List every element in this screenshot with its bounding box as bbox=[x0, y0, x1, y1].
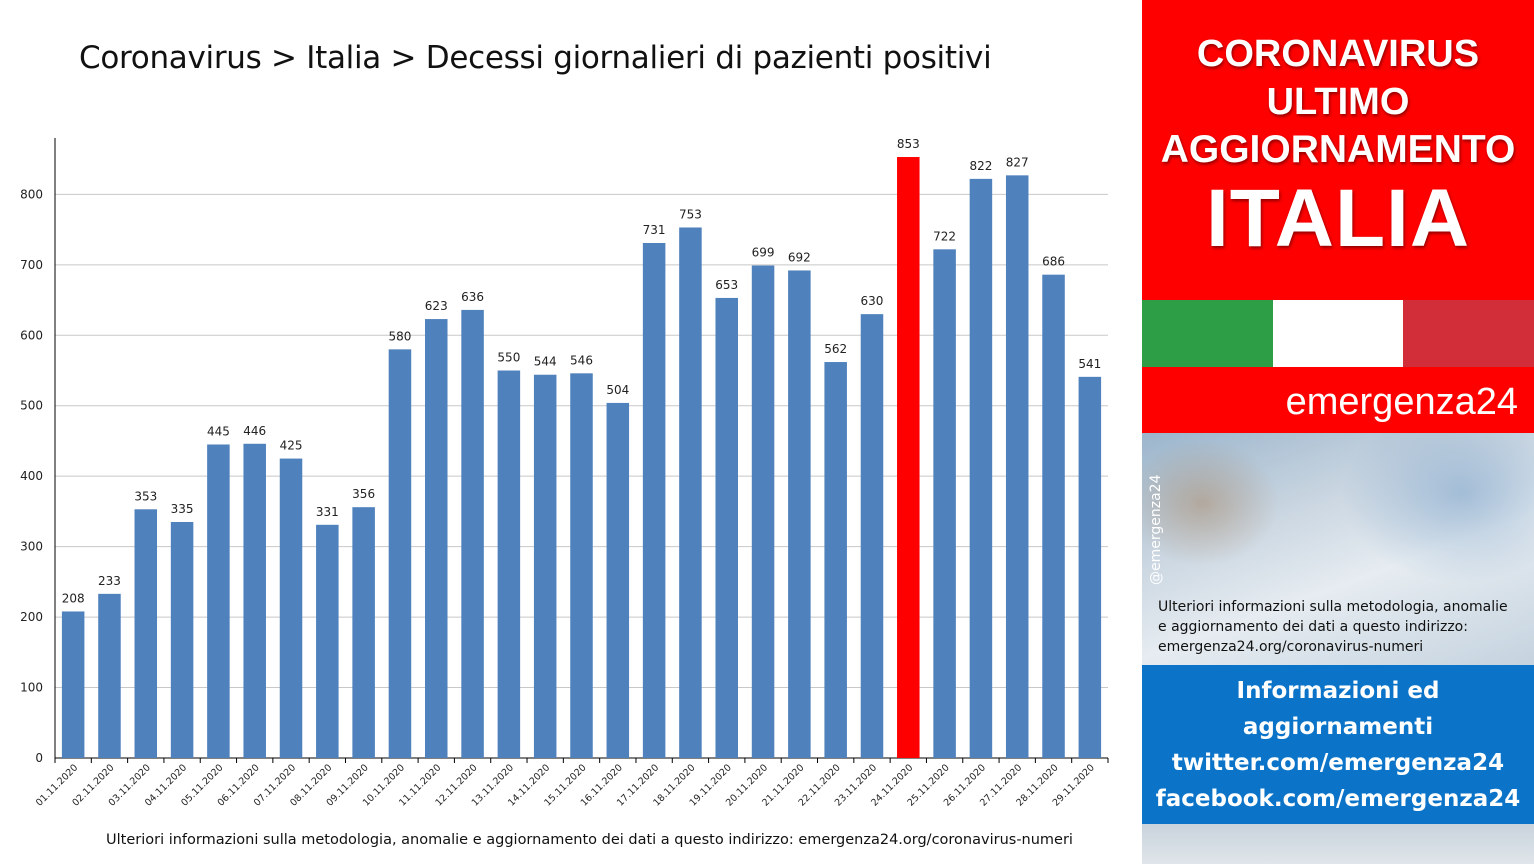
brand-logo: emergenza24 bbox=[1142, 367, 1534, 433]
data-label: 541 bbox=[1078, 357, 1101, 371]
social-line: Informazioni ed bbox=[1236, 678, 1440, 704]
data-label: 692 bbox=[788, 250, 811, 264]
headline-line-3: AGGIORNAMENTO bbox=[1160, 128, 1516, 171]
data-label: 686 bbox=[1042, 255, 1065, 269]
bar bbox=[134, 509, 158, 758]
panel-footer-strip bbox=[1142, 824, 1534, 864]
bar bbox=[897, 157, 920, 759]
data-label: 722 bbox=[933, 229, 956, 243]
flag-red-stripe bbox=[1403, 300, 1534, 367]
page-title: Coronavirus > Italia > Decessi giornalie… bbox=[79, 40, 992, 76]
data-label: 544 bbox=[534, 355, 557, 369]
data-label: 827 bbox=[1006, 155, 1029, 169]
bar bbox=[788, 270, 811, 758]
facebook-link[interactable]: facebook.com/emergenza24 bbox=[1155, 786, 1521, 812]
bar bbox=[533, 374, 557, 758]
bar bbox=[715, 297, 738, 758]
bar bbox=[933, 249, 956, 758]
headline-line-1: CORONAVIRUS bbox=[1196, 33, 1480, 75]
data-label: 331 bbox=[316, 505, 339, 519]
y-tick-label: 200 bbox=[20, 610, 43, 624]
data-label: 853 bbox=[897, 137, 920, 151]
bar bbox=[679, 227, 702, 758]
bar bbox=[751, 265, 775, 758]
data-label: 446 bbox=[243, 424, 266, 438]
data-label: 636 bbox=[461, 290, 484, 304]
background-photo bbox=[1142, 433, 1534, 665]
bar bbox=[352, 507, 375, 758]
info-text: Ulteriori informazioni sulla metodologia… bbox=[1158, 597, 1528, 657]
social-box: Informazioni ed aggiornamenti twitter.co… bbox=[1142, 665, 1534, 824]
data-label: 353 bbox=[134, 489, 157, 503]
data-label: 623 bbox=[425, 299, 448, 313]
bar bbox=[1078, 376, 1102, 758]
data-label: 562 bbox=[824, 342, 847, 356]
bar bbox=[98, 593, 121, 758]
bar bbox=[461, 309, 484, 758]
bar bbox=[316, 524, 339, 758]
bar bbox=[497, 370, 521, 758]
footnote: Ulteriori informazioni sulla metodologia… bbox=[106, 832, 1073, 848]
handle-label: @emergenza24 bbox=[1148, 474, 1164, 586]
data-label: 546 bbox=[570, 353, 593, 367]
bar bbox=[388, 349, 412, 758]
y-tick-label: 700 bbox=[20, 258, 43, 272]
data-label: 425 bbox=[280, 439, 303, 453]
info-link[interactable]: emergenza24.org/coronavirus-numeri bbox=[1158, 639, 1424, 655]
data-label: 653 bbox=[715, 278, 738, 292]
data-label: 445 bbox=[207, 424, 230, 438]
data-label: 699 bbox=[752, 246, 775, 260]
bar bbox=[1005, 175, 1029, 758]
bar bbox=[425, 319, 448, 758]
bar bbox=[570, 373, 593, 758]
data-label: 731 bbox=[643, 223, 666, 237]
bar bbox=[279, 458, 303, 758]
social-line: aggiornamenti bbox=[1242, 714, 1434, 740]
info-line: e aggiornamento dei dati a questo indiri… bbox=[1158, 619, 1468, 635]
bar bbox=[606, 402, 630, 758]
headline-box: CORONAVIRUS ULTIMO AGGIORNAMENTO ITALIA bbox=[1142, 0, 1534, 300]
bar bbox=[969, 178, 993, 758]
bar bbox=[860, 314, 884, 758]
data-label: 753 bbox=[679, 207, 702, 221]
data-label: 822 bbox=[969, 159, 992, 173]
data-label: 550 bbox=[497, 351, 520, 365]
bar-chart: 010020030040050060070080020801.11.202023… bbox=[20, 137, 1109, 809]
info-line: Ulteriori informazioni sulla metodologia… bbox=[1158, 599, 1508, 615]
flag-white-stripe bbox=[1272, 300, 1404, 367]
side-panel: CORONAVIRUS ULTIMO AGGIORNAMENTO ITALIA … bbox=[1142, 0, 1534, 864]
y-tick-label: 400 bbox=[20, 469, 43, 483]
bar bbox=[170, 521, 194, 758]
data-label: 335 bbox=[171, 502, 194, 516]
twitter-link[interactable]: twitter.com/emergenza24 bbox=[1171, 750, 1505, 776]
bar bbox=[243, 443, 266, 758]
headline-country: ITALIA bbox=[1205, 173, 1471, 264]
data-label: 580 bbox=[388, 329, 411, 343]
bar bbox=[824, 362, 847, 758]
headline-line-2: ULTIMO bbox=[1266, 81, 1410, 123]
data-label: 233 bbox=[98, 574, 121, 588]
bar bbox=[61, 611, 85, 758]
y-tick-label: 500 bbox=[20, 399, 43, 413]
data-label: 356 bbox=[352, 487, 375, 501]
data-label: 630 bbox=[861, 294, 884, 308]
bar bbox=[1042, 274, 1065, 758]
y-tick-label: 300 bbox=[20, 540, 43, 554]
y-tick-label: 100 bbox=[20, 681, 43, 695]
flag-green-stripe bbox=[1142, 300, 1273, 367]
bar bbox=[207, 444, 230, 758]
italian-flag bbox=[1142, 300, 1534, 367]
y-tick-label: 800 bbox=[20, 187, 43, 201]
bar bbox=[642, 242, 666, 758]
data-label: 504 bbox=[606, 383, 629, 397]
data-label: 208 bbox=[62, 591, 85, 605]
y-tick-label: 600 bbox=[20, 328, 43, 342]
y-tick-label: 0 bbox=[35, 751, 43, 765]
